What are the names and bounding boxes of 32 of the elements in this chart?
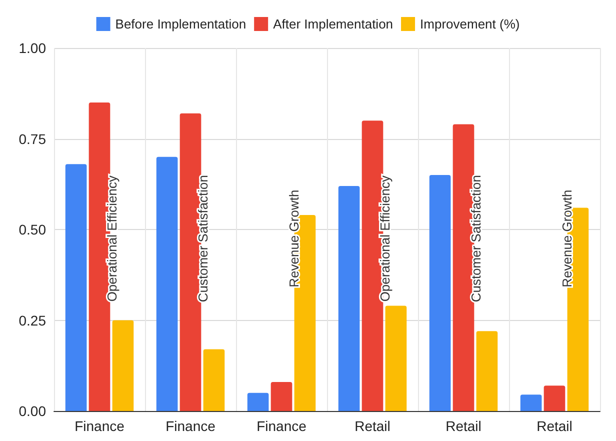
bar — [247, 392, 269, 411]
annotation: Revenue Growth — [286, 190, 302, 288]
bar — [270, 382, 292, 411]
bar — [429, 175, 451, 411]
bar — [476, 331, 498, 411]
y-tick-label: 1.00 — [18, 40, 46, 56]
bar — [544, 386, 566, 411]
legend-label: Improvement (%) — [420, 16, 520, 32]
annotation: Customer Satisfaction — [468, 174, 484, 302]
annotation: Operational Efficiency — [378, 174, 393, 302]
x-tick-label: Retail — [446, 418, 482, 434]
annotation: Customer Satisfaction — [196, 174, 211, 302]
bar — [338, 186, 360, 411]
x-tick-label: Finance — [74, 418, 125, 434]
bar — [203, 349, 225, 411]
legend-label: After Implementation — [273, 16, 394, 32]
bar — [112, 320, 134, 411]
x-tick-label: Finance — [256, 418, 307, 434]
y-tick-label: 0.75 — [18, 130, 46, 147]
x-tick-label: Retail — [354, 418, 390, 434]
bar — [65, 164, 87, 411]
y-tick-label: 0.25 — [18, 312, 46, 328]
x-tick-label: Retail — [536, 418, 572, 434]
legend-label: Before Implementation — [115, 16, 246, 32]
bar — [156, 156, 178, 411]
y-tick-label: 0.50 — [18, 222, 46, 238]
x-tick-label: Finance — [166, 418, 216, 434]
bar — [385, 306, 407, 411]
annotation: Revenue Growth — [560, 190, 575, 288]
bar — [520, 394, 542, 411]
y-tick-label: 0.00 — [18, 403, 46, 419]
annotation: Operational Efficiency — [104, 174, 120, 302]
